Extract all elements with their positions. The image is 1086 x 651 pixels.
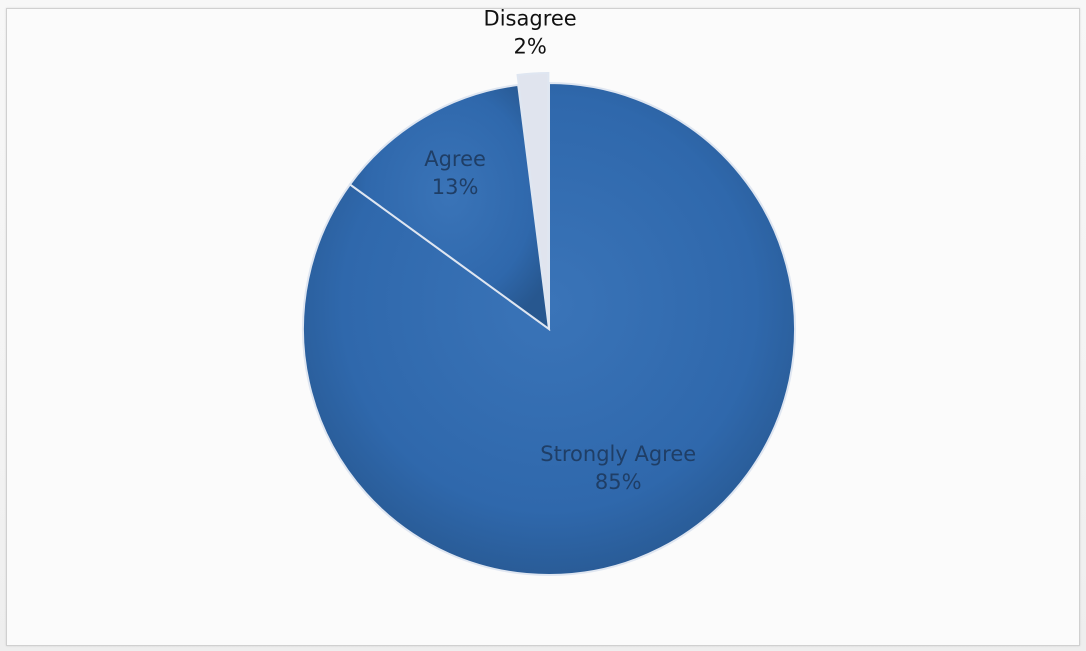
slice-label-disagree: Disagree 2% [484, 9, 577, 58]
slice-label-category: Disagree [484, 9, 577, 30]
slice-label-category: Strongly Agree [540, 442, 696, 466]
pie-labels: Strongly Agree 85% Agree 13% Disagree 2% [424, 9, 696, 494]
slice-label-percent: 85% [595, 470, 642, 494]
slice-label-category: Agree [424, 147, 486, 171]
slice-label-agree: Agree 13% [424, 147, 486, 199]
slice-label-percent: 2% [513, 34, 546, 58]
pie-slices [302, 72, 796, 576]
pie-slice-strongly-agree [302, 81, 796, 576]
pie-slice-agree [348, 83, 551, 332]
slice-label-strongly-agree: Strongly Agree 85% [540, 442, 696, 494]
pie-slice-disagree [516, 72, 550, 320]
chart-frame: Strongly Agree 85% Agree 13% Disagree 2% [6, 8, 1080, 646]
slice-label-percent: 13% [432, 175, 479, 199]
pie-chart: Strongly Agree 85% Agree 13% Disagree 2% [302, 9, 796, 576]
